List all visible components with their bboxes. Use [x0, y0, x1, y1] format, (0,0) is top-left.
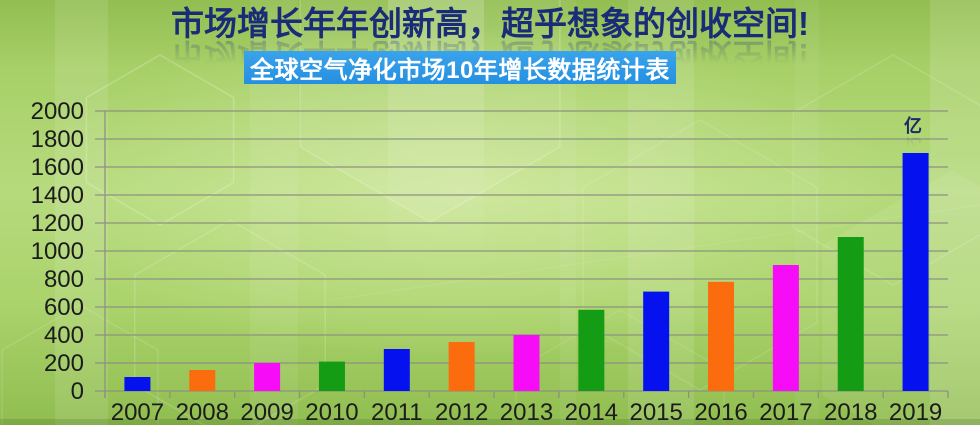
hexagon-shape — [133, 219, 327, 425]
background-stripe — [560, 0, 576, 425]
y-axis-unit-label-reflection: 亿 — [904, 135, 922, 155]
x-tick-label-2011: 2011 — [371, 399, 423, 425]
y-tick-label-1200: 1200 — [31, 210, 84, 237]
x-tick-label-2017: 2017 — [759, 399, 812, 425]
y-tick-label-600: 600 — [44, 294, 84, 321]
bar-2009 — [254, 363, 281, 391]
x-tick-label-2007: 2007 — [111, 399, 164, 425]
y-tick-label-1400: 1400 — [31, 182, 84, 209]
hexagon-shape — [1, 304, 159, 425]
bar-2016 — [708, 281, 735, 391]
y-tick-label-2000: 2000 — [31, 98, 84, 125]
hexagon-shape — [85, 54, 235, 226]
x-tick-label-2009: 2009 — [240, 399, 293, 425]
hexagon-shape — [792, 54, 980, 286]
x-tick-label-2014: 2014 — [565, 399, 618, 425]
bar-2019 — [902, 153, 929, 391]
bar-2010 — [318, 361, 345, 391]
x-tick-label-2008: 2008 — [176, 399, 229, 425]
x-tick-label-2012: 2012 — [435, 399, 488, 425]
bar-2011 — [383, 349, 410, 391]
page-title: 市场增长年年创新高，超乎想象的创收空间! — [171, 5, 809, 42]
bar-2008 — [189, 370, 216, 391]
background-stripe — [930, 0, 980, 425]
background-stripe — [55, 0, 108, 425]
x-tick-label-2010: 2010 — [305, 399, 358, 425]
y-tick-label-1600: 1600 — [31, 154, 84, 181]
y-tick-label-1000: 1000 — [31, 238, 84, 265]
bar-2018 — [837, 237, 864, 391]
x-tick-label-2018: 2018 — [824, 399, 877, 425]
bar-2013 — [513, 335, 540, 391]
bar-2012 — [448, 342, 475, 391]
hexagon-shape — [582, 119, 818, 391]
y-tick-label-200: 200 — [44, 350, 84, 377]
background-bottom-strip — [0, 419, 980, 425]
bar-2007 — [124, 377, 151, 391]
y-axis-unit-label: 亿 — [904, 116, 922, 136]
y-tick-label-800: 800 — [44, 266, 84, 293]
y-tick-label-0: 0 — [71, 378, 84, 405]
x-tick-label-2013: 2013 — [500, 399, 553, 425]
chart-title-banner: 全球空气净化市场10年增长数据统计表 — [244, 51, 676, 84]
bar-2014 — [578, 309, 605, 391]
y-tick-label-400: 400 — [44, 322, 84, 349]
x-tick-label-2016: 2016 — [694, 399, 747, 425]
bar-2015 — [643, 291, 670, 391]
bar-2017 — [772, 265, 799, 391]
background-stripe — [795, 0, 819, 425]
x-tick-label-2015: 2015 — [629, 399, 682, 425]
y-tick-label-1800: 1800 — [31, 126, 84, 153]
chart-title: 全球空气净化市场10年增长数据统计表 — [250, 57, 670, 84]
background-diagonal-line — [329, 204, 980, 301]
x-tick-label-2019: 2019 — [889, 399, 942, 425]
